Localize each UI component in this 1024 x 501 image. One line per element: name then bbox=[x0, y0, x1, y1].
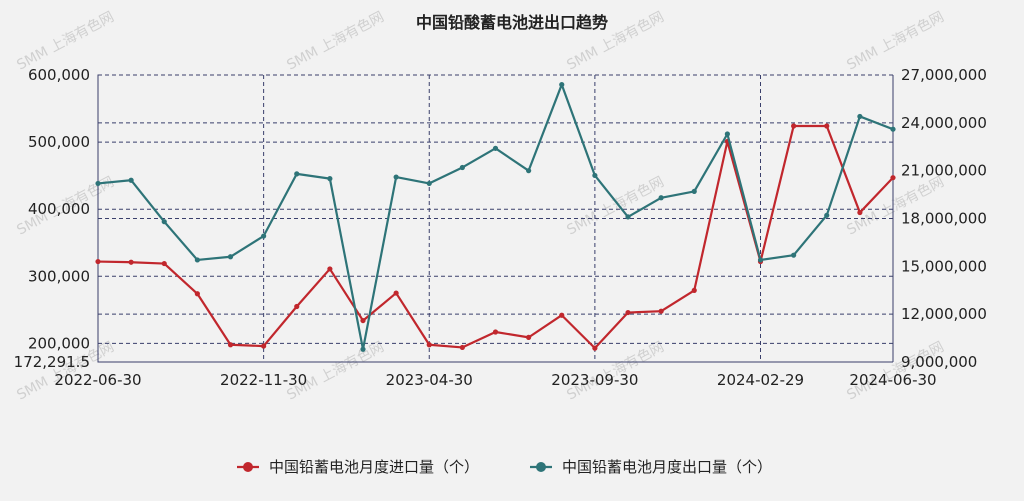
series-point-1 bbox=[791, 123, 797, 129]
x-tick-label: 2024-06-30 bbox=[849, 371, 936, 389]
series-point-2 bbox=[492, 145, 499, 151]
series-point-2 bbox=[360, 346, 366, 352]
series-point-2 bbox=[658, 195, 664, 201]
series-point-1 bbox=[625, 309, 631, 316]
x-tick-label: 2024-02-29 bbox=[717, 371, 804, 389]
y-right-tick-label: 15,000,000 bbox=[901, 257, 987, 275]
y-right-tick-label: 21,000,000 bbox=[901, 162, 987, 180]
series-point-2 bbox=[294, 171, 300, 177]
series-point-1 bbox=[327, 266, 333, 272]
y-right-tick-label: 12,000,000 bbox=[901, 305, 987, 323]
grid-layer bbox=[97, 74, 894, 363]
series-point-1 bbox=[294, 303, 300, 310]
series-point-1 bbox=[426, 342, 432, 348]
series-point-1 bbox=[128, 259, 134, 265]
series-point-2 bbox=[559, 81, 565, 88]
y-left-tick-label: 200,000 bbox=[28, 334, 90, 352]
series-point-1 bbox=[459, 344, 465, 351]
series-point-1 bbox=[559, 312, 565, 318]
series-point-1 bbox=[658, 308, 664, 314]
series-point-1 bbox=[857, 209, 863, 216]
series-point-1 bbox=[360, 317, 366, 324]
series-point-2 bbox=[426, 180, 432, 187]
y-left-tick-label: 300,000 bbox=[28, 267, 90, 285]
series-point-1 bbox=[261, 343, 267, 349]
series-point-2 bbox=[459, 164, 465, 171]
series-point-1 bbox=[592, 345, 598, 351]
legend-marker-1 bbox=[243, 462, 253, 472]
series-point-1 bbox=[227, 342, 234, 348]
y-left-tick-label: 500,000 bbox=[28, 133, 90, 151]
series-point-2 bbox=[592, 172, 598, 179]
series-layer bbox=[95, 81, 896, 352]
x-tick-label: 2022-11-30 bbox=[220, 371, 307, 389]
series-point-2 bbox=[194, 257, 200, 263]
series-point-1 bbox=[393, 290, 399, 296]
series-point-1 bbox=[824, 123, 830, 129]
y-left-tick-label: 600,000 bbox=[28, 66, 90, 84]
series-point-2 bbox=[857, 113, 863, 120]
series-point-2 bbox=[227, 254, 234, 260]
y-left-tick-label: 172,291.5 bbox=[14, 353, 90, 371]
series-point-2 bbox=[625, 214, 631, 220]
series-point-2 bbox=[791, 252, 797, 258]
y-right-tick-label: 24,000,000 bbox=[901, 114, 987, 132]
y-right-tick-label: 27,000,000 bbox=[901, 66, 987, 84]
legend-marker-2 bbox=[536, 462, 546, 472]
series-point-1 bbox=[194, 291, 200, 297]
legend: 中国铅蓄电池月度进口量（个） 中国铅蓄电池月度出口量（个） bbox=[237, 458, 772, 476]
chart-title: 中国铅酸蓄电池进出口趋势 bbox=[416, 13, 608, 32]
x-tick-label: 2023-04-30 bbox=[386, 371, 473, 389]
x-tick-label: 2022-06-30 bbox=[54, 371, 141, 389]
series-point-1 bbox=[526, 334, 532, 340]
series-point-2 bbox=[327, 176, 333, 182]
series-point-2 bbox=[261, 233, 267, 239]
series-point-2 bbox=[824, 212, 830, 218]
series-point-2 bbox=[691, 188, 697, 194]
legend-label-1: 中国铅蓄电池月度进口量（个） bbox=[269, 458, 479, 476]
series-point-2 bbox=[526, 168, 532, 174]
series-point-1 bbox=[95, 258, 101, 265]
legend-label-2: 中国铅蓄电池月度出口量（个） bbox=[562, 458, 772, 476]
series-point-2 bbox=[393, 174, 399, 180]
series-point-2 bbox=[128, 177, 134, 183]
y-left-tick-label: 400,000 bbox=[28, 200, 90, 218]
series-point-1 bbox=[492, 329, 499, 335]
series-point-1 bbox=[161, 260, 167, 267]
series-point-2 bbox=[161, 219, 167, 225]
y-right-tick-label: 9,000,000 bbox=[901, 353, 977, 371]
series-point-1 bbox=[890, 175, 896, 181]
series-point-2 bbox=[724, 131, 730, 137]
series-point-2 bbox=[757, 257, 764, 263]
series-point-1 bbox=[691, 287, 697, 293]
series-point-2 bbox=[95, 180, 101, 187]
y-right-tick-label: 18,000,000 bbox=[901, 210, 987, 228]
x-tick-label: 2023-09-30 bbox=[551, 371, 638, 389]
series-point-2 bbox=[890, 126, 896, 132]
